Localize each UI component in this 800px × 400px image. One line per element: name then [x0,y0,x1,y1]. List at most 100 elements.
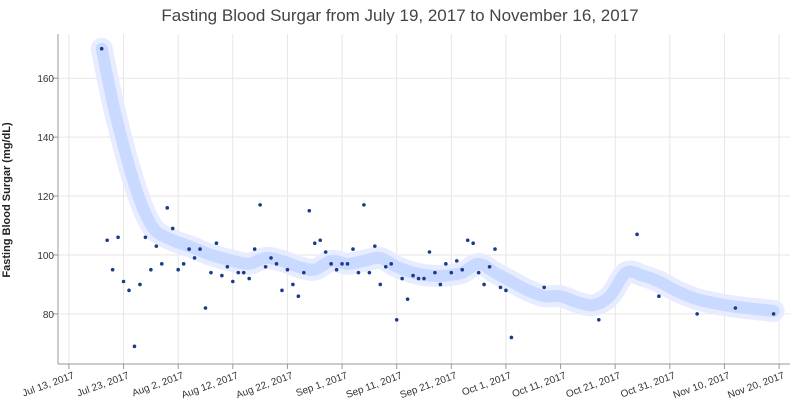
x-tick-label: Jul 23, 2017 [76,370,131,399]
data-point [657,294,661,299]
data-point [99,46,104,51]
x-tick-label: Nov 20, 2017 [726,370,786,400]
data-point [159,262,164,266]
x-tick-label: Nov 10, 2017 [672,370,732,400]
x-tick-label: Oct 1, 2017 [461,370,514,398]
data-point [225,264,230,269]
trend-band [90,37,785,322]
data-point [367,270,372,275]
y-tick-label: 120 [37,192,54,203]
x-tick-label: Jul 13, 2017 [21,370,76,399]
x-tick-label: Sep 21, 2017 [399,370,459,400]
data-point [427,250,432,254]
data-point [236,270,241,275]
x-tick-label: Oct 21, 2017 [565,370,623,400]
data-point [252,247,257,251]
data-point [170,226,175,231]
data-point [416,276,421,281]
data-point [498,285,503,290]
data-point [198,247,202,251]
trend-band-core [95,42,780,317]
x-tick-label: Oct 31, 2017 [619,370,677,400]
data-point [165,206,170,210]
data-point [504,288,508,293]
data-point [209,270,213,275]
data-point [307,208,312,213]
data-point [231,279,235,284]
data-point [132,344,137,349]
y-tick-label: 100 [37,251,54,262]
y-tick-label: 160 [37,74,54,85]
y-tick-label: 140 [37,133,54,144]
data-point [597,318,601,322]
x-tick-label: Aug 2, 2017 [131,370,186,399]
data-point [296,294,301,299]
data-point [542,285,546,290]
data-point [143,235,148,240]
data-point [138,282,142,287]
data-point [454,259,459,263]
data-point [460,267,465,272]
data-point [389,262,394,266]
x-tick-label: Sep 1, 2017 [295,370,350,399]
data-point [121,279,126,284]
x-tick-label: Sep 11, 2017 [345,370,404,400]
data-point [192,256,197,260]
data-point [373,244,377,248]
data-point [187,247,191,251]
data-point [449,270,454,275]
data-point [438,282,443,287]
data-point [493,247,497,251]
x-tick-label: Aug 12, 2017 [180,370,240,400]
x-tick-label: Oct 11, 2017 [511,370,568,400]
data-point [383,264,388,269]
data-point [433,270,437,275]
data-point [444,262,448,266]
data-point [356,270,361,275]
data-point [695,312,699,316]
data-point [274,262,279,266]
data-point [400,276,404,281]
data-points [99,46,776,349]
data-point [105,238,109,243]
data-point [771,312,776,316]
data-point [280,288,284,293]
data-point [465,238,470,243]
data-point [258,203,262,207]
data-point [285,267,290,272]
data-point [482,282,486,287]
data-point [220,273,224,278]
data-point [263,264,268,269]
x-tick-label: Aug 22, 2017 [235,370,295,400]
data-point [116,235,120,240]
data-point [378,282,383,287]
data-point [176,267,180,272]
data-point [334,267,339,272]
data-point [127,288,131,293]
data-point [302,270,306,275]
data-point [476,270,481,275]
data-point [340,262,344,266]
data-point [411,273,415,278]
y-tick-label: 80 [43,310,55,321]
data-point [329,262,333,266]
data-point [241,270,246,275]
data-point [422,276,426,281]
data-point [394,318,399,322]
grid-lines [58,34,790,364]
data-point [203,306,208,310]
data-point [269,256,273,260]
data-point [214,241,219,245]
data-point [247,276,251,281]
chart-title: Fasting Blood Surgar from July 19, 2017 … [161,6,638,25]
data-point [509,335,514,340]
data-point [149,267,153,272]
data-point [471,241,475,245]
data-point [351,247,355,251]
data-point [312,241,317,245]
data-point [487,264,492,269]
data-point [181,262,186,266]
data-point [733,306,738,310]
data-point [154,244,159,248]
